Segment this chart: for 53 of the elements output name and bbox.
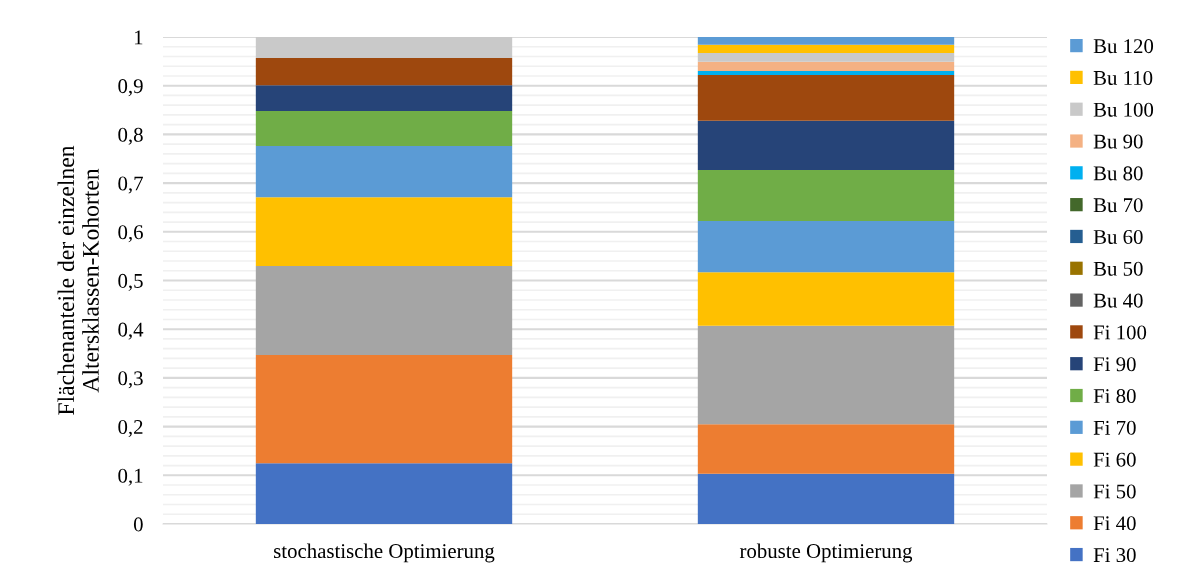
legend-label: Fi 40: [1093, 516, 1136, 531]
legend-label: Fi 70: [1093, 420, 1136, 435]
bar: [697, 221, 955, 273]
legend-label: Bu 120: [1093, 39, 1154, 54]
y-tick-label: 0,3: [118, 371, 143, 389]
legend-label: Bu 100: [1093, 102, 1154, 117]
bar: [255, 463, 513, 524]
bar: [255, 355, 513, 464]
legend-label: Bu 40: [1093, 293, 1143, 308]
bar: [697, 169, 955, 222]
bar: [697, 53, 955, 62]
bar: [697, 272, 955, 326]
bar: [697, 74, 955, 121]
legend-label: Bu 80: [1093, 166, 1143, 181]
y-tick-label: 0,5: [118, 273, 143, 291]
y-tick-label: 0: [133, 517, 143, 532]
bar: [255, 146, 513, 198]
bar: [697, 61, 955, 72]
y-tick-label: 0,8: [118, 127, 143, 145]
bar: [255, 197, 513, 266]
bar: [255, 37, 513, 58]
legend-label: Fi 80: [1093, 389, 1136, 404]
legend-label: Bu 50: [1093, 261, 1143, 276]
legend-label: Fi 60: [1093, 452, 1136, 467]
y-axis-title: Flächenanteile der einzelnen Altersklassen-Kohorten: [57, 145, 99, 415]
legend-label: Bu 70: [1093, 198, 1143, 213]
y-tick-label: 0,4: [118, 322, 144, 340]
bar: [697, 44, 955, 54]
legend-label: Fi 30: [1093, 548, 1136, 563]
bar: [697, 424, 955, 474]
bar: [255, 85, 513, 112]
bar: [697, 37, 955, 45]
legend-label: Bu 90: [1093, 134, 1143, 149]
x-tick-label: robuste Optimierung: [739, 543, 913, 563]
legend-label: Bu 60: [1093, 229, 1143, 245]
y-tick-label: 0,2: [118, 419, 143, 438]
bar: [255, 111, 513, 147]
bar: [255, 265, 513, 356]
bar: [697, 473, 955, 524]
x-tick-label: stochastische Optimierung: [274, 543, 495, 563]
legend-label: Fi 100: [1093, 325, 1147, 340]
y-tick-label: 0,9: [118, 79, 143, 97]
bar: [255, 57, 513, 86]
y-tick-label: 0,1: [118, 468, 143, 486]
y-tick-label: 0,6: [118, 225, 143, 243]
y-tick-label: 1: [134, 30, 143, 45]
y-tick-label: 0,7: [118, 176, 143, 194]
bar: [697, 325, 955, 425]
legend-label: Fi 50: [1093, 484, 1136, 499]
legend-label: Bu 110: [1093, 70, 1153, 85]
bar: [697, 71, 955, 75]
bar: [697, 120, 955, 170]
legend-label: Fi 90: [1093, 357, 1136, 372]
